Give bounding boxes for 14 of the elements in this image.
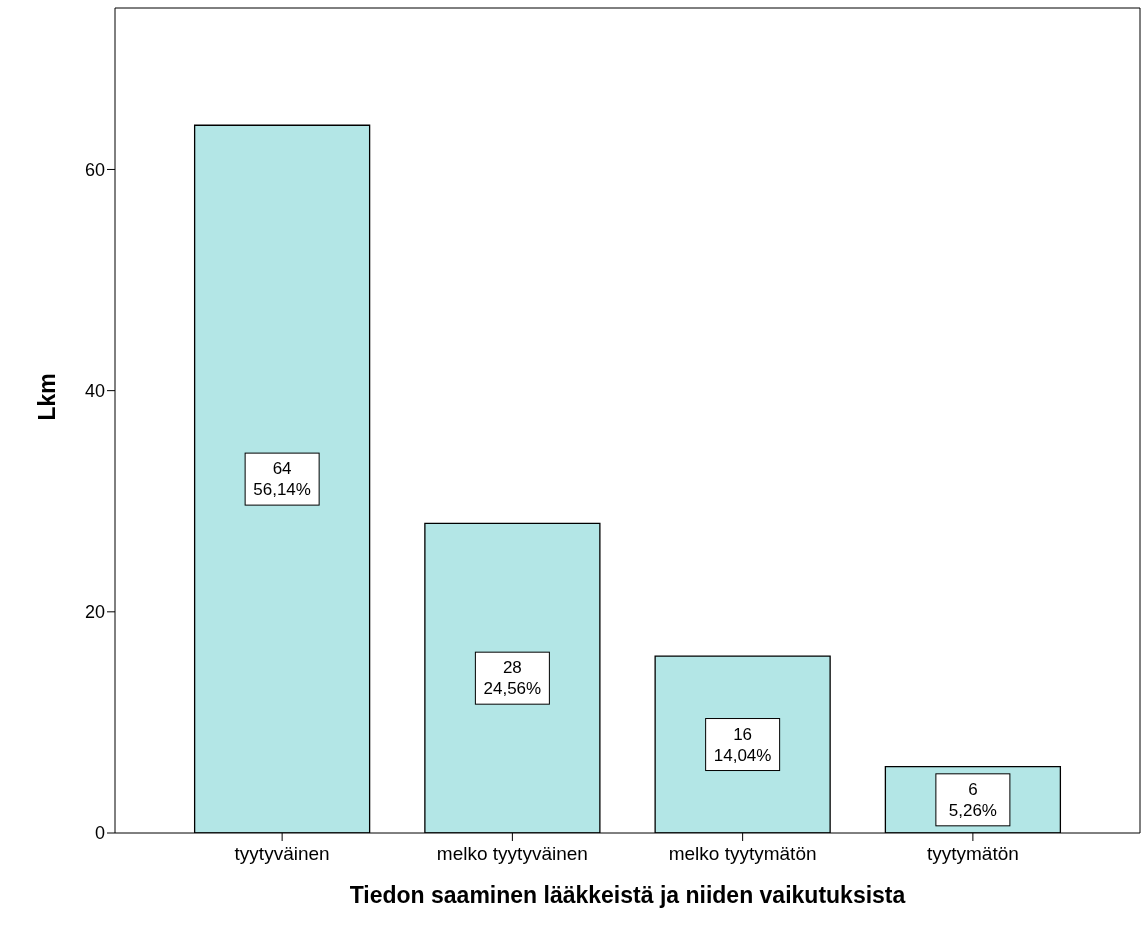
data-label: 28 24,56%	[483, 658, 542, 699]
data-label: 64 56,14%	[253, 459, 311, 500]
y-tick-label: 20	[84, 602, 105, 623]
y-tick-label: 0	[94, 823, 105, 844]
data-label: 6 5,26%	[948, 779, 997, 820]
x-tick-label: melko tyytymätön	[668, 843, 817, 865]
x-tick-label: tyytyväinen	[234, 843, 330, 865]
y-axis-title: Lkm	[34, 373, 61, 421]
x-axis-title: Tiedon saaminen lääkkeistä ja niiden vaikutuksista	[349, 882, 906, 908]
data-label: 16 14,04%	[713, 724, 772, 765]
y-tick-label: 60	[84, 159, 105, 180]
y-tick-label: 40	[84, 381, 105, 402]
x-tick-label: melko tyytyväinen	[436, 843, 588, 865]
x-tick-label: tyytymätön	[926, 843, 1019, 865]
